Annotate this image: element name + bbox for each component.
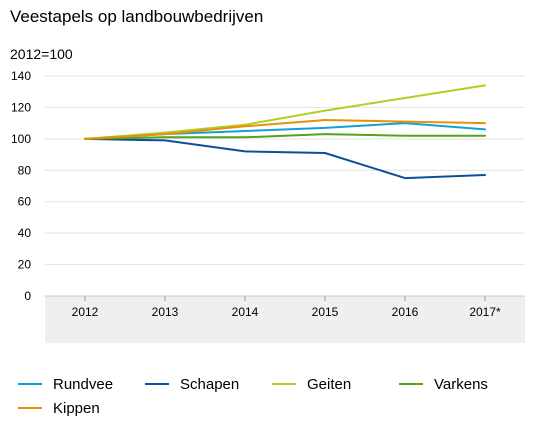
series-lines (84, 84, 486, 180)
chart-title: Veestapels op landbouwbedrijven (10, 7, 264, 26)
chart-subtitle: 2012=100 (10, 46, 73, 62)
legend-item-varkens[interactable]: Varkens (399, 374, 526, 394)
legend-swatch (399, 383, 423, 385)
legend-item-rundvee[interactable]: Rundvee (18, 374, 145, 394)
y-tick-label: 140 (11, 69, 31, 83)
x-tick-label: 2014 (232, 305, 259, 319)
x-tick-label: 2016 (392, 305, 419, 319)
series-line-varkens (84, 133, 486, 140)
legend-label: Schapen (180, 375, 240, 393)
chart-legend: Rundvee Schapen Geiten Varkens Kippen (18, 374, 528, 418)
legend-item-kippen[interactable]: Kippen (18, 398, 145, 418)
y-tick-label: 120 (11, 100, 31, 114)
y-axis-ticks: 0 20 40 60 80 100 120 140 (11, 69, 31, 303)
legend-label: Rundvee (53, 375, 114, 393)
x-axis-band-rect (45, 296, 525, 343)
y-tick-label: 100 (11, 132, 31, 146)
y-tick-label: 80 (18, 163, 32, 177)
series-line-schapen (84, 137, 486, 180)
x-tick-label: 2017* (469, 305, 501, 319)
x-tick-label: 2013 (152, 305, 179, 319)
series-line-geiten (84, 84, 486, 140)
legend-label: Kippen (53, 399, 100, 417)
y-tick-label: 40 (18, 226, 32, 240)
series-line-kippen (84, 119, 486, 140)
y-tick-label: 60 (18, 195, 32, 209)
x-tick-label: 2012 (72, 305, 99, 319)
legend-label: Geiten (307, 375, 352, 393)
legend-item-geiten[interactable]: Geiten (272, 374, 399, 394)
legend-item-schapen[interactable]: Schapen (145, 374, 272, 394)
x-axis-band (45, 295, 525, 343)
x-axis-ticks: 2012 2013 2014 2015 2016 2017* (72, 296, 501, 319)
y-tick-label: 20 (18, 258, 32, 272)
legend-swatch (18, 407, 42, 409)
grid-layer (45, 75, 525, 266)
legend-swatch (145, 383, 169, 385)
x-tick-label: 2015 (312, 305, 339, 319)
y-tick-label: 0 (24, 289, 31, 303)
legend-swatch (18, 383, 42, 385)
legend-label: Varkens (434, 375, 488, 393)
legend-swatch (272, 383, 296, 385)
